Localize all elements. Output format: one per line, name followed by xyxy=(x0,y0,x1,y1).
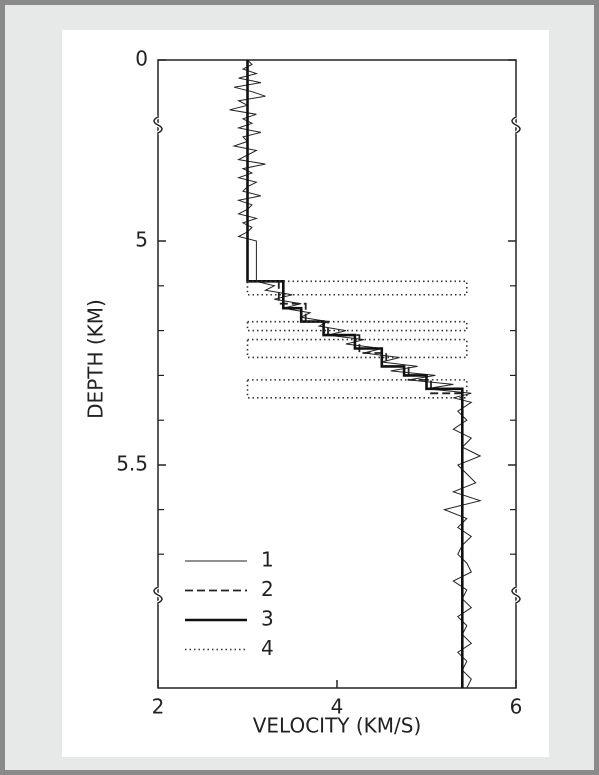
band xyxy=(246,280,468,296)
y-tick-label: 5 xyxy=(135,228,148,252)
x-tick-label: 2 xyxy=(152,695,165,719)
y-tick-label: 5.5 xyxy=(116,452,148,476)
band xyxy=(246,338,468,359)
x-axis-label: VELOCITY (KM/S) xyxy=(253,714,422,738)
legend-label: 1 xyxy=(261,548,274,572)
series-line xyxy=(246,60,464,688)
chart: VELOCITY (KM/S) DEPTH (KM) 2 4 6 0 5 5.5 1 2 3 4 xyxy=(62,30,549,757)
legend-label: 4 xyxy=(261,636,274,660)
x-tick-label: 6 xyxy=(510,695,523,719)
axis-breaks xyxy=(152,115,522,605)
band xyxy=(246,320,468,332)
series-line xyxy=(246,60,464,688)
x-tick-label: 4 xyxy=(331,695,344,719)
legend-label: 3 xyxy=(261,607,274,631)
y-tick-label: 0 xyxy=(135,47,148,71)
panel xyxy=(62,30,549,757)
legend-label: 2 xyxy=(261,577,274,601)
band xyxy=(246,379,468,399)
y-axis-label: DEPTH (KM) xyxy=(84,299,108,419)
